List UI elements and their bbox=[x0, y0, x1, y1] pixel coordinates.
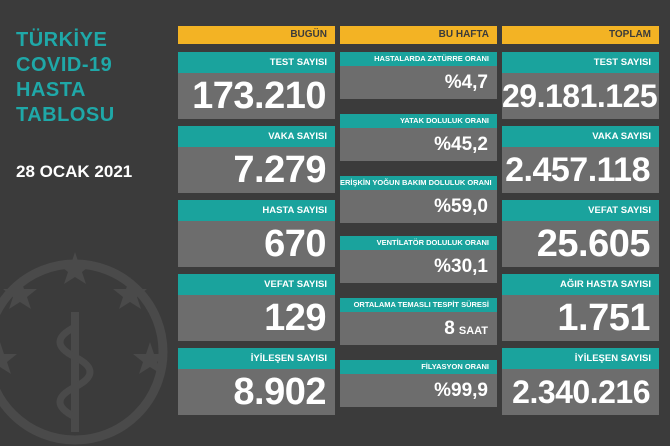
stat-card-total-deaths: VEFAT SAYISI 25.605 bbox=[502, 200, 659, 267]
stat-card-deaths: VEFAT SAYISI 129 bbox=[178, 274, 335, 341]
stat-label: AĞIR HASTA SAYISI bbox=[502, 274, 659, 295]
title-line: TÜRKİYE bbox=[16, 29, 108, 51]
stat-card-total-tests: TEST SAYISI 29.181.125 bbox=[502, 52, 659, 119]
stat-card-critical-patients: AĞIR HASTA SAYISI 1.751 bbox=[502, 274, 659, 341]
stat-card-patients: HASTA SAYISI 670 bbox=[178, 200, 335, 267]
stat-value: %4,7 bbox=[340, 66, 497, 99]
stat-label: TEST SAYISI bbox=[178, 52, 335, 73]
stat-label: TEST SAYISI bbox=[502, 52, 659, 73]
title-line: COVID-19 bbox=[16, 54, 113, 76]
stat-card-total-recovered: İYİLEŞEN SAYISI 2.340.216 bbox=[502, 348, 659, 415]
stat-card-total-cases: VAKA SAYISI 2.457.118 bbox=[502, 126, 659, 193]
stat-label: HASTALARDA ZATÜRRE ORANI bbox=[340, 52, 497, 66]
stat-value: 2.340.216 bbox=[502, 369, 659, 415]
stat-card-icu-occupancy: ERİŞKİN YOĞUN BAKIM DOLULUK ORANI %59,0 bbox=[340, 176, 497, 223]
column-today: BUGÜN TEST SAYISI 173.210 VAKA SAYISI 7.… bbox=[178, 26, 335, 415]
stat-card-pneumonia: HASTALARDA ZATÜRRE ORANI %4,7 bbox=[340, 52, 497, 99]
title-line: TABLOSU bbox=[16, 104, 115, 126]
column-this-week: BU HAFTA HASTALARDA ZATÜRRE ORANI %4,7 Y… bbox=[340, 26, 497, 407]
page-title: TÜRKİYE COVID-19 HASTA TABLOSU bbox=[16, 28, 166, 128]
stat-label: VAKA SAYISI bbox=[178, 126, 335, 147]
stat-card-contact-tracing-time: ORTALAMA TEMASLI TESPİT SÜRESİ 8 SAAT bbox=[340, 298, 497, 345]
health-ministry-emblem-icon bbox=[0, 252, 168, 445]
column-header: BU HAFTA bbox=[340, 26, 497, 44]
stat-label: VAKA SAYISI bbox=[502, 126, 659, 147]
stat-value: %30,1 bbox=[340, 250, 497, 283]
stat-label: İYİLEŞEN SAYISI bbox=[502, 348, 659, 369]
column-header: BUGÜN bbox=[178, 26, 335, 44]
stat-label: ORTALAMA TEMASLI TESPİT SÜRESİ bbox=[340, 298, 497, 312]
stat-card-ventilator-occupancy: VENTİLATÖR DOLULUK ORANI %30,1 bbox=[340, 236, 497, 283]
stat-unit: SAAT bbox=[458, 325, 488, 337]
stat-label: İYİLEŞEN SAYISI bbox=[178, 348, 335, 369]
stat-label: VEFAT SAYISI bbox=[502, 200, 659, 221]
stat-value: 2.457.118 bbox=[502, 147, 659, 193]
stat-value: %59,0 bbox=[340, 190, 497, 223]
column-header: TOPLAM bbox=[502, 26, 659, 44]
stat-value: 173.210 bbox=[178, 73, 335, 119]
stat-label: YATAK DOLULUK ORANI bbox=[340, 114, 497, 128]
stat-label: ERİŞKİN YOĞUN BAKIM DOLULUK ORANI bbox=[340, 176, 497, 190]
stat-label: HASTA SAYISI bbox=[178, 200, 335, 221]
stat-value: 25.605 bbox=[502, 221, 659, 267]
stat-value: 1.751 bbox=[502, 295, 659, 341]
stat-value: 7.279 bbox=[178, 147, 335, 193]
stat-value: %45,2 bbox=[340, 128, 497, 161]
stat-value: 8.902 bbox=[178, 369, 335, 415]
stat-value: 8 SAAT bbox=[340, 312, 497, 345]
column-total: TOPLAM TEST SAYISI 29.181.125 VAKA SAYIS… bbox=[502, 26, 659, 415]
report-date: 28 OCAK 2021 bbox=[16, 162, 133, 181]
stat-value: 670 bbox=[178, 221, 335, 267]
stat-label: VEFAT SAYISI bbox=[178, 274, 335, 295]
stat-value: %99,9 bbox=[340, 374, 497, 407]
stat-card-filiation: FİLYASYON ORANI %99,9 bbox=[340, 360, 497, 407]
stat-label: VENTİLATÖR DOLULUK ORANI bbox=[340, 236, 497, 250]
stat-card-cases: VAKA SAYISI 7.279 bbox=[178, 126, 335, 193]
stat-card-bed-occupancy: YATAK DOLULUK ORANI %45,2 bbox=[340, 114, 497, 161]
stat-card-test: TEST SAYISI 173.210 bbox=[178, 52, 335, 119]
stat-value: 29.181.125 bbox=[502, 73, 659, 119]
stat-label: FİLYASYON ORANI bbox=[340, 360, 497, 374]
stat-number: 8 bbox=[444, 318, 455, 339]
stat-value: 129 bbox=[178, 295, 335, 341]
stat-card-recovered: İYİLEŞEN SAYISI 8.902 bbox=[178, 348, 335, 415]
title-line: HASTA bbox=[16, 79, 86, 101]
